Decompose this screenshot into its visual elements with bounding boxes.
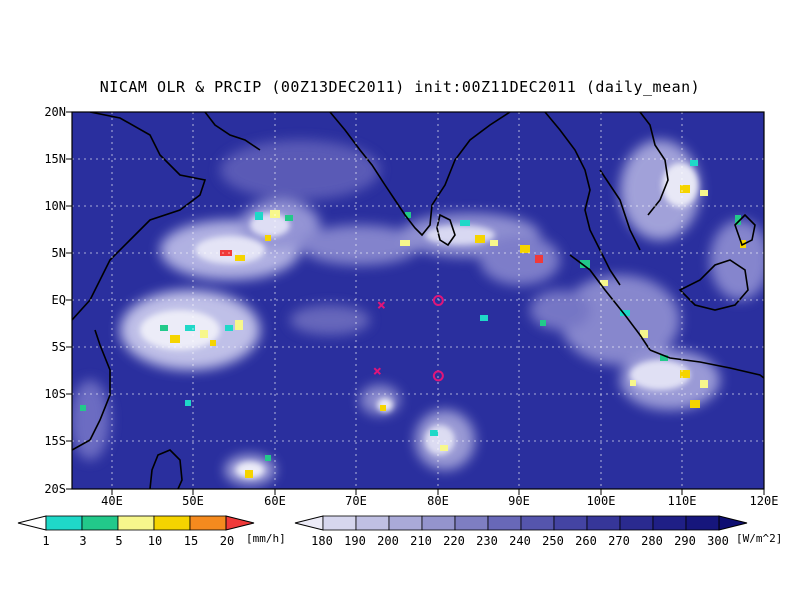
lon-label-40e: 40E [101,494,123,508]
precip-label-10: 10 [147,534,163,548]
lon-label-100e: 100E [586,494,616,508]
olr-cell-9 [619,515,654,531]
olr-label-210: 210 [410,534,432,548]
lon-label-90e: 90E [508,494,530,508]
lon-label-80e: 80E [427,494,449,508]
lat-label-15n: 15N [44,152,66,166]
marker-circle-1 [432,370,444,382]
precip-label-20: 20 [219,534,235,548]
marker-cross-2 [377,301,386,309]
precip-label-15: 15 [183,534,199,548]
olr-label-250: 250 [542,534,564,548]
precip-cell-2 [117,515,155,531]
olr-cell-0 [322,515,357,531]
precip-arrow-high [225,515,255,531]
olr-label-260: 260 [575,534,597,548]
precip-label-3: 3 [79,534,87,548]
lon-label-50e: 50E [182,494,204,508]
olr-cell-6 [520,515,555,531]
precip-cell-0 [45,515,83,531]
lat-label-10s: 10S [44,387,66,401]
map-title: NICAM OLR & PRCIP (00Z13DEC2011) init:00… [99,78,701,96]
olr-label-220: 220 [443,534,465,548]
lat-label-15s: 15S [44,434,66,448]
lat-label-5n: 5N [51,246,66,260]
precip-patches [80,160,746,478]
olr-label-230: 230 [476,534,498,548]
olr-cell-8 [586,515,621,531]
gridlines [72,112,764,489]
precip-colorbar [17,515,255,531]
olr-label-290: 290 [674,534,696,548]
cloud-bands [72,140,764,485]
olr-arrow-low [294,515,324,531]
map-plot-area [72,112,764,489]
olr-label-200: 200 [377,534,399,548]
lat-label-eq: EQ [51,293,66,307]
precip-cell-1 [81,515,119,531]
olr-cell-1 [355,515,390,531]
olr-arrow-high [718,515,748,531]
precip-label-1: 1 [42,534,50,548]
olr-label-270: 270 [608,534,630,548]
lat-label-20s: 20S [44,482,66,496]
olr-colorbar [294,515,748,531]
olr-unit: [W/m^2] [736,532,783,545]
olr-label-300: 300 [707,534,729,548]
precip-unit: [mm/h] [246,532,286,545]
olr-label-190: 190 [344,534,366,548]
marker-circle-0 [432,295,444,306]
lat-label-5s: 5S [51,340,66,354]
olr-label-280: 280 [641,534,663,548]
olr-cell-10 [652,515,687,531]
lon-label-110e: 110E [667,494,697,508]
olr-cell-4 [454,515,489,531]
olr-cell-2 [388,515,423,531]
olr-label-180: 180 [311,534,333,548]
ticks [66,111,765,495]
marker-cross-3 [373,367,382,375]
station-markers [373,295,444,382]
lat-label-10n: 10N [44,199,66,213]
lon-label-70e: 70E [345,494,367,508]
lon-label-120e: 120E [749,494,779,508]
olr-cell-3 [421,515,456,531]
olr-label-240: 240 [509,534,531,548]
precip-arrow-low [17,515,47,531]
precip-label-5: 5 [115,534,123,548]
olr-cell-5 [487,515,522,531]
precip-cell-3 [153,515,191,531]
precip-cell-4 [189,515,227,531]
olr-cell-7 [553,515,588,531]
lat-label-20n: 20N [44,105,66,119]
olr-cell-11 [685,515,720,531]
coastlines [72,112,764,489]
lon-label-60e: 60E [264,494,286,508]
